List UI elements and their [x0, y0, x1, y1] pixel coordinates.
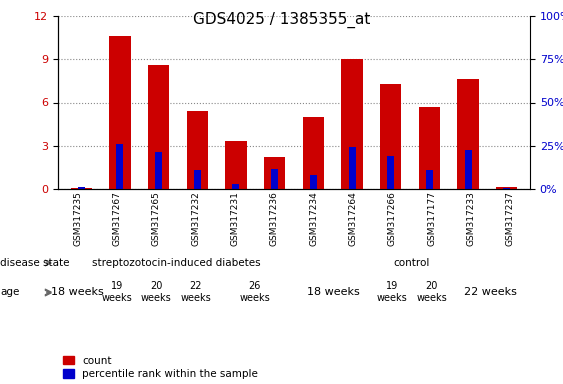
Text: GSM317233: GSM317233	[467, 191, 476, 246]
Bar	[426, 170, 433, 189]
Text: streptozotocin-induced diabetes: streptozotocin-induced diabetes	[92, 258, 260, 268]
Bar	[225, 141, 247, 189]
Bar	[380, 84, 401, 189]
Bar	[78, 187, 84, 189]
Bar	[348, 147, 355, 189]
Text: 26
weeks: 26 weeks	[239, 281, 270, 303]
Bar	[117, 144, 123, 189]
Text: GSM317265: GSM317265	[152, 191, 161, 246]
Text: GSM317234: GSM317234	[309, 191, 318, 246]
Text: GSM317235: GSM317235	[73, 191, 82, 246]
Bar	[310, 175, 317, 189]
Text: age: age	[0, 287, 19, 297]
Bar	[155, 152, 162, 189]
Bar	[458, 79, 479, 189]
Text: 22
weeks: 22 weeks	[180, 281, 211, 303]
Text: GSM317236: GSM317236	[270, 191, 279, 246]
Bar	[148, 65, 169, 189]
Bar	[419, 107, 440, 189]
Text: 20
weeks: 20 weeks	[141, 281, 172, 303]
Bar	[496, 187, 517, 189]
Bar	[187, 111, 208, 189]
Bar	[464, 150, 472, 189]
Legend: count, percentile rank within the sample: count, percentile rank within the sample	[63, 356, 258, 379]
Bar	[387, 156, 394, 189]
Text: GSM317266: GSM317266	[388, 191, 397, 246]
Text: disease state: disease state	[0, 258, 69, 268]
Text: 22 weeks: 22 weeks	[464, 287, 517, 297]
Bar	[233, 184, 239, 189]
Text: 19
weeks: 19 weeks	[102, 281, 132, 303]
Bar	[341, 59, 363, 189]
Text: 18 weeks: 18 weeks	[51, 287, 104, 297]
Bar	[503, 188, 510, 189]
Text: GSM317237: GSM317237	[506, 191, 515, 246]
Text: 18 weeks: 18 weeks	[307, 287, 360, 297]
Text: GSM317267: GSM317267	[113, 191, 122, 246]
Bar	[109, 36, 131, 189]
Bar	[303, 117, 324, 189]
Text: 20
weeks: 20 weeks	[416, 281, 447, 303]
Bar	[264, 157, 285, 189]
Text: control: control	[394, 258, 430, 268]
Text: GSM317232: GSM317232	[191, 191, 200, 246]
Text: GSM317264: GSM317264	[348, 191, 358, 246]
Text: GSM317231: GSM317231	[230, 191, 239, 246]
Bar	[271, 169, 278, 189]
Bar	[194, 170, 201, 189]
Bar	[70, 188, 92, 189]
Text: GSM317177: GSM317177	[427, 191, 436, 246]
Text: 19
weeks: 19 weeks	[377, 281, 408, 303]
Text: GDS4025 / 1385355_at: GDS4025 / 1385355_at	[193, 12, 370, 28]
